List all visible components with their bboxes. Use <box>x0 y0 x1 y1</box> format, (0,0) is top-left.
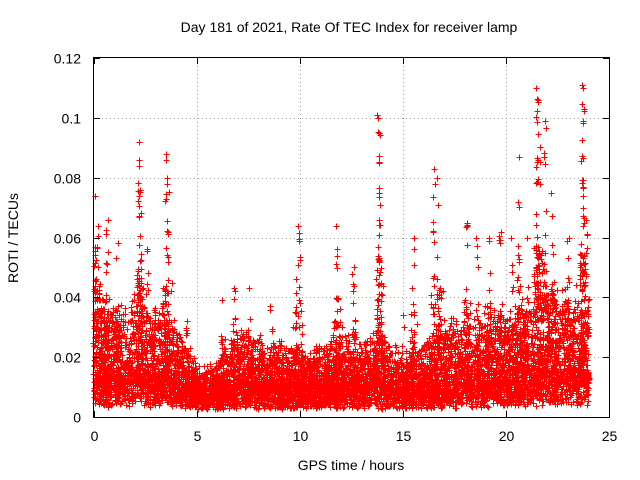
y-tick-label: 0.02 <box>54 350 81 366</box>
y-tick-label: 0.08 <box>54 171 81 187</box>
y-tick-label: 0.06 <box>54 231 81 247</box>
x-tick-label: 10 <box>293 428 309 444</box>
y-tick-label: 0.04 <box>54 290 81 306</box>
y-tick-label: 0.12 <box>54 51 81 67</box>
x-tick-label: 25 <box>602 428 618 444</box>
chart-title: Day 181 of 2021, Rate Of TEC Index for r… <box>181 19 518 35</box>
axis-ticks <box>94 58 610 418</box>
y-axis-label: ROTI / TECUs <box>5 193 21 283</box>
x-axis-label: GPS time / hours <box>298 457 405 473</box>
roti-points <box>90 82 593 413</box>
x-tick-label: 5 <box>194 428 202 444</box>
x-tick-label: 15 <box>396 428 412 444</box>
plot-frame <box>93 57 610 418</box>
y-tick-labels: 0 0.02 0.04 0.06 0.08 0.1 0.12 <box>54 51 81 426</box>
y-tick-label: 0.1 <box>62 111 82 127</box>
x-tick-label: 0 <box>91 428 99 444</box>
x-tick-label: 20 <box>499 428 515 444</box>
data-points <box>90 82 593 413</box>
y-tick-label: 0 <box>73 410 81 426</box>
x-tick-labels: 0 5 10 15 20 25 <box>91 428 618 444</box>
